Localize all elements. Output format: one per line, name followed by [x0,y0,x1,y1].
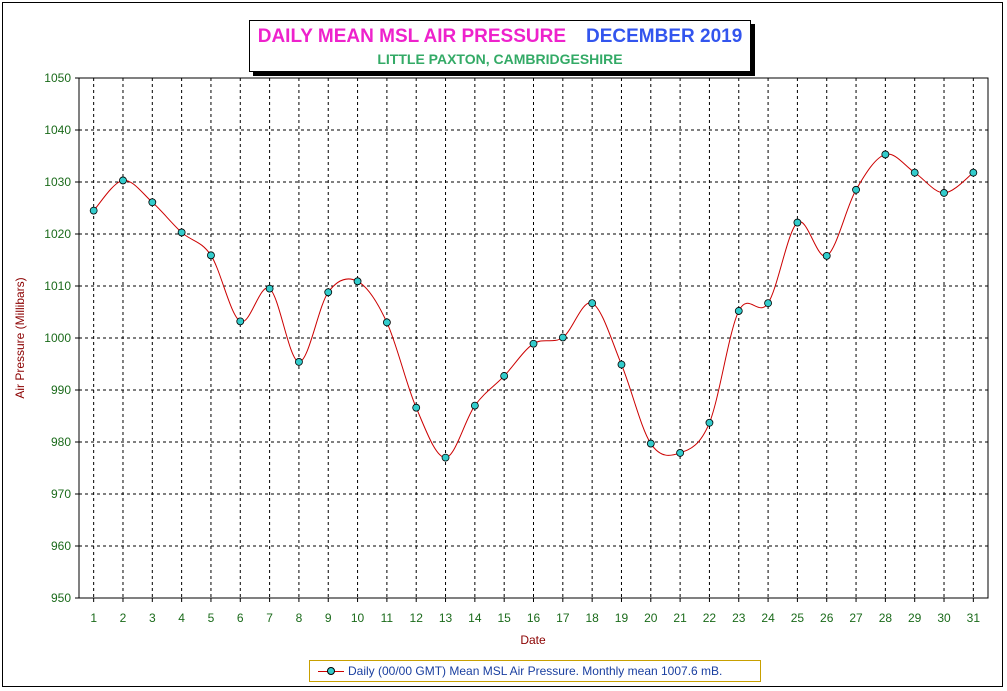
data-point [119,176,127,185]
data-point [881,150,890,159]
x-tick-label: 26 [820,611,834,625]
x-axis-label: Date [520,633,546,647]
data-point [441,453,450,462]
data-point [148,198,157,207]
y-tick-label: 1000 [44,331,71,345]
x-tick-label: 9 [325,611,332,625]
data-point [382,318,391,327]
y-tick-label: 980 [51,435,71,449]
data-point [940,189,948,197]
y-tick-label: 1010 [44,279,71,293]
x-tick-label: 5 [208,611,215,625]
data-point [529,339,538,348]
x-tick-label: 24 [761,611,775,625]
x-tick-label: 20 [644,611,658,625]
plot-area [78,77,989,599]
data-point [734,307,743,315]
data-point [89,206,98,215]
y-tick-label: 970 [51,487,71,501]
title-line: DAILY MEAN MSL AIR PRESSURE DECEMBER 2019 [250,26,750,48]
data-point [852,185,860,194]
y-tick-label: 990 [51,383,71,397]
data-point [588,299,597,308]
x-tick-label: 25 [791,611,805,625]
x-tick-label: 2 [120,611,127,625]
x-tick-label: 29 [908,611,922,625]
x-tick-label: 4 [178,611,185,625]
x-tick-label: 3 [149,611,156,625]
data-point [265,284,274,293]
y-tick-label: 1050 [44,71,71,85]
grid-lines [75,77,988,602]
x-tick-label: 30 [937,611,951,625]
x-tick-label: 23 [732,611,746,625]
x-tick-label: 13 [439,611,453,625]
x-tick-label: 8 [296,611,303,625]
x-tick-label: 7 [266,611,273,625]
title-box: DAILY MEAN MSL AIR PRESSURE DECEMBER 2019… [249,20,751,72]
y-tick-label: 960 [51,539,71,553]
legend: Daily (00/00 GMT) Mean MSL Air Pressure.… [309,660,761,682]
data-points [89,150,978,462]
x-tick-label: 11 [381,611,394,625]
chart-subtitle: LITTLE PAXTON, CAMBRIDGESHIRE [377,51,623,67]
data-point [969,168,978,177]
tick-labels: 1 2 3 4 5 6 7 8 9 10 11 12 13 14 15 16 17 18 19 20 21 22 23 24 2… [44,71,980,625]
x-tick-label: 22 [703,611,717,625]
y-tick-label: 1020 [44,227,71,241]
data-point [764,299,772,308]
data-point [353,277,362,286]
legend-marker-swatch [327,667,335,675]
y-tick-label: 1040 [44,123,71,137]
x-tick-label: 17 [556,611,570,625]
x-tick-label: 16 [527,611,541,625]
x-tick-label: 6 [237,611,244,625]
legend-entry: Daily (00/00 GMT) Mean MSL Air Pressure.… [348,664,723,678]
y-tick-label: 1030 [44,175,71,189]
chart-title-month: DECEMBER 2019 [586,26,743,47]
data-point [646,439,655,448]
data-point [236,317,245,326]
data-point [910,168,919,177]
data-point [558,333,567,342]
data-point [617,360,626,369]
x-tick-label: 12 [410,611,424,625]
x-tick-label: 18 [585,611,599,625]
x-tick-label: 1 [90,611,97,625]
x-tick-label: 15 [497,611,511,625]
x-tick-label: 28 [879,611,893,625]
data-point [207,251,215,260]
data-point [324,288,333,297]
x-tick-label: 27 [849,611,863,625]
data-point [500,372,509,380]
data-point [177,228,186,237]
data-point [705,418,714,427]
data-point [470,401,479,410]
x-tick-label: 14 [468,611,482,625]
y-tick-label: 950 [51,591,71,605]
x-tick-label: 19 [615,611,629,625]
data-point [412,403,421,412]
data-point [676,449,685,457]
data-point [295,358,303,366]
x-tick-label: 10 [351,611,365,625]
x-tick-label: 31 [967,611,981,625]
data-point [822,251,831,260]
data-point [793,218,802,227]
chart-title: DAILY MEAN MSL AIR PRESSURE [257,26,566,47]
y-axis-label: Air Pressure (Millibars) [13,277,27,398]
x-tick-label: 21 [673,611,687,625]
